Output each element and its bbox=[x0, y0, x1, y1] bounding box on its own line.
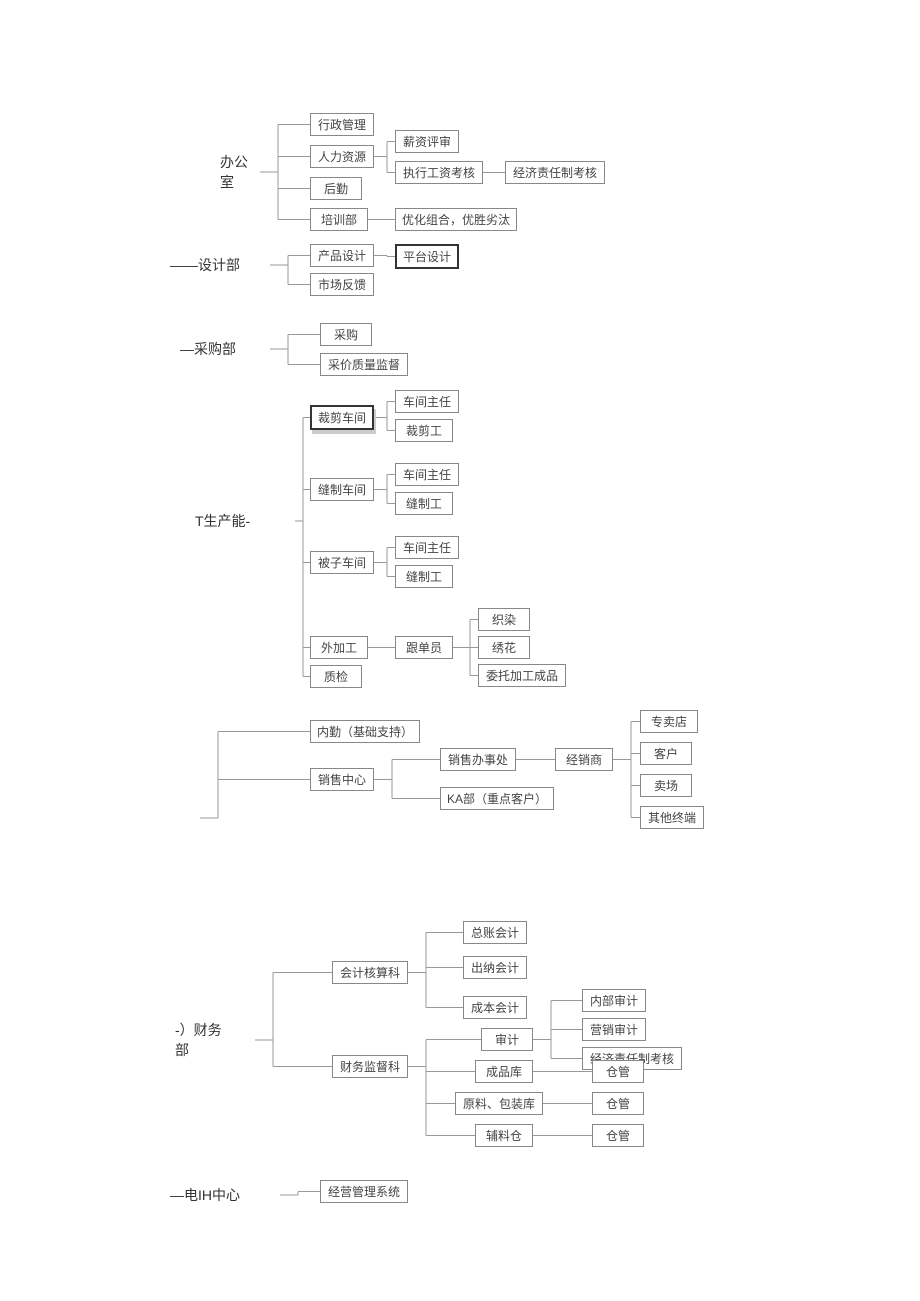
node-genledger: 总账会计 bbox=[463, 921, 527, 944]
node-wagecheck: 执行工资考核 bbox=[395, 161, 483, 184]
node-proddesign: 产品设计 bbox=[310, 244, 374, 267]
node-wm_fg: 仓管 bbox=[592, 1060, 644, 1083]
root-prod: T生产能- bbox=[195, 511, 295, 531]
node-salescenter: 销售中心 bbox=[310, 768, 374, 791]
node-mall: 卖场 bbox=[640, 774, 692, 797]
node-cut_mgr: 车间主任 bbox=[395, 390, 459, 413]
node-rawware: 原料、包装库 bbox=[455, 1092, 543, 1115]
node-fgware: 成品库 bbox=[475, 1060, 533, 1083]
node-sew_mgr: 车间主任 bbox=[395, 463, 459, 486]
root-design: ——设计部 bbox=[170, 255, 270, 275]
node-cutshop: 裁剪车间 bbox=[310, 405, 374, 430]
root-purchase: —采购部 bbox=[180, 339, 270, 359]
node-embroider: 绣花 bbox=[478, 636, 530, 659]
node-intaudit: 内部审计 bbox=[582, 989, 646, 1012]
node-salesoffice: 销售办事处 bbox=[440, 748, 516, 771]
node-audit: 审计 bbox=[481, 1028, 533, 1051]
node-buyqa: 采价质量监督 bbox=[320, 353, 408, 376]
node-sew_worker: 缝制工 bbox=[395, 492, 453, 515]
root-office: 办公 室 bbox=[220, 152, 260, 192]
node-training: 培训部 bbox=[310, 208, 368, 231]
node-optimize: 优化组合，优胜劣汰 bbox=[395, 208, 517, 231]
node-findept: 财务监督科 bbox=[332, 1055, 408, 1078]
node-cut_worker: 裁剪工 bbox=[395, 419, 453, 442]
node-wm_raw: 仓管 bbox=[592, 1092, 644, 1115]
node-backoffice: 内勤（基础支持） bbox=[310, 720, 420, 743]
node-auxware: 辅料仓 bbox=[475, 1124, 533, 1147]
node-costacct: 成本会计 bbox=[463, 996, 527, 1019]
node-sewshop: 缝制车间 bbox=[310, 478, 374, 501]
node-platform: 平台设计 bbox=[395, 244, 459, 269]
root-ih: —电IH中心 bbox=[170, 1185, 280, 1205]
node-quiltshop: 被子车间 bbox=[310, 551, 374, 574]
node-buy: 采购 bbox=[320, 323, 372, 346]
node-erp: 经营管理系统 bbox=[320, 1180, 408, 1203]
node-dealer: 经销商 bbox=[555, 748, 613, 771]
node-customer: 客户 bbox=[640, 742, 692, 765]
node-follower: 跟单员 bbox=[395, 636, 453, 659]
node-ka: KA部（重点客户） bbox=[440, 787, 554, 810]
root-finance: -）财务 部 bbox=[175, 1020, 255, 1060]
node-logistics: 后勤 bbox=[310, 177, 362, 200]
org-chart-canvas: 办公 室 ——设计部 —采购部 T生产能- -）财务 部 —电IH中心 行政管理人力资源后勤… bbox=[0, 0, 920, 1301]
node-econresp: 经济责任制考核 bbox=[505, 161, 605, 184]
node-oem: 委托加工成品 bbox=[478, 664, 566, 687]
node-admin: 行政管理 bbox=[310, 113, 374, 136]
node-outproc: 外加工 bbox=[310, 636, 368, 659]
node-quilt_worker: 缝制工 bbox=[395, 565, 453, 588]
node-mktaudit: 营销审计 bbox=[582, 1018, 646, 1041]
node-hr: 人力资源 bbox=[310, 145, 374, 168]
node-quilt_mgr: 车间主任 bbox=[395, 536, 459, 559]
node-salary: 薪资评审 bbox=[395, 130, 459, 153]
node-store: 专卖店 bbox=[640, 710, 698, 733]
node-qc: 质检 bbox=[310, 665, 362, 688]
node-dye: 织染 bbox=[478, 608, 530, 631]
node-acctdept: 会计核算科 bbox=[332, 961, 408, 984]
node-cashier: 出纳会计 bbox=[463, 956, 527, 979]
node-wm_aux: 仓管 bbox=[592, 1124, 644, 1147]
node-feedback: 市场反馈 bbox=[310, 273, 374, 296]
node-otherterm: 其他终端 bbox=[640, 806, 704, 829]
